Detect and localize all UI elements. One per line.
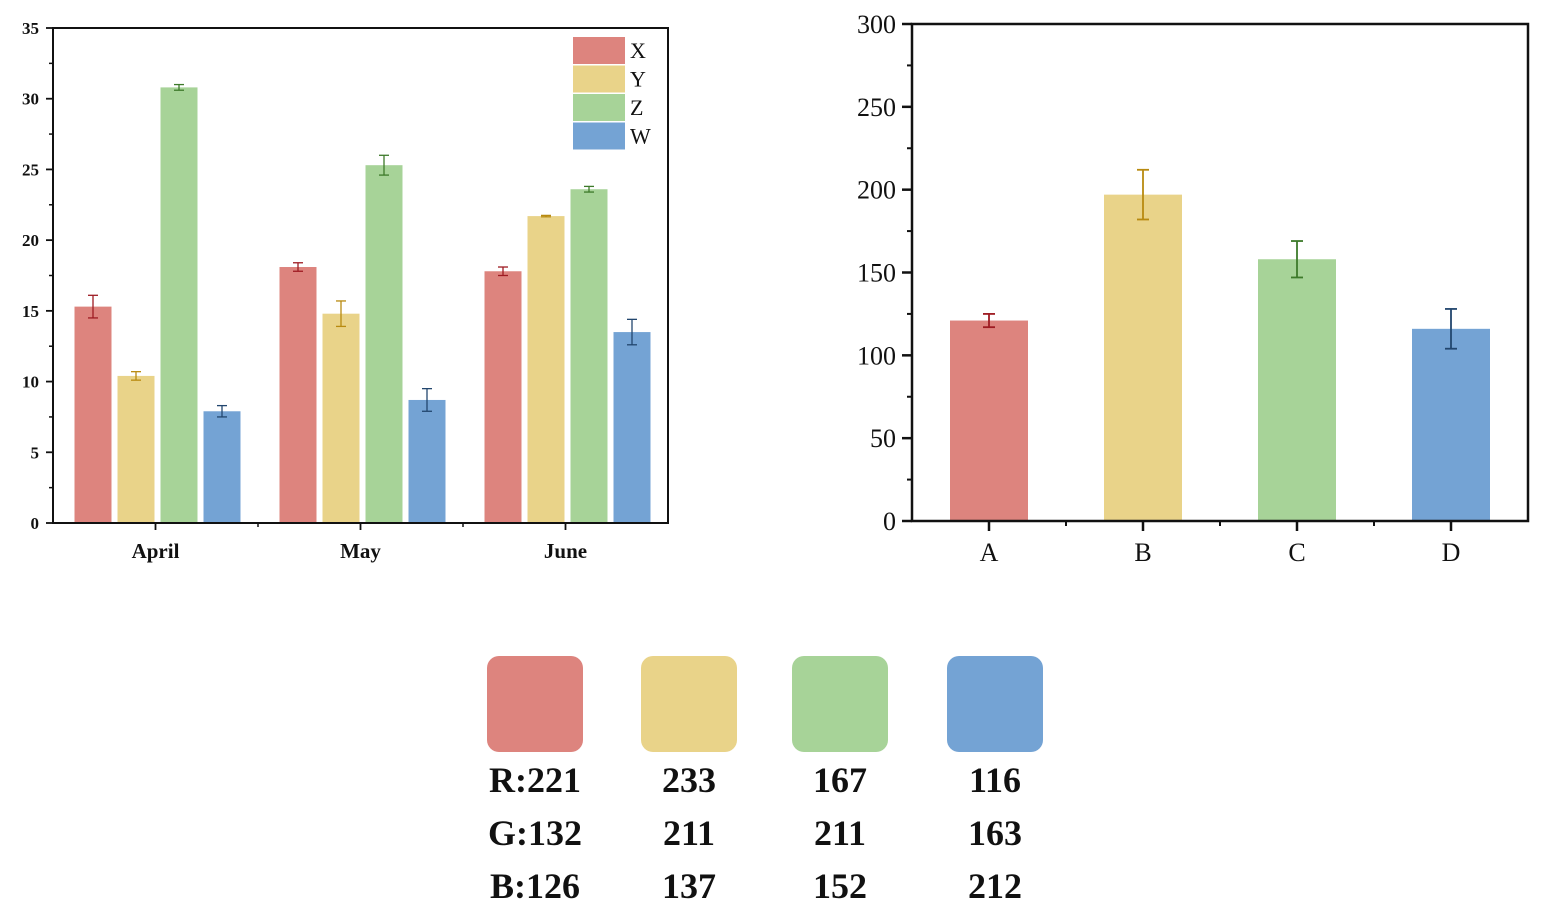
bar-c bbox=[1258, 259, 1336, 521]
x-tick-label: B bbox=[1134, 538, 1151, 567]
y-tick-label: 50 bbox=[870, 424, 896, 453]
bar-x bbox=[74, 306, 112, 523]
x-tick-label: June bbox=[544, 539, 587, 563]
y-tick-label: 0 bbox=[883, 507, 896, 536]
bar-y bbox=[322, 313, 360, 523]
palette-red-value: 233 bbox=[662, 760, 716, 800]
x-tick-label: April bbox=[132, 539, 180, 563]
y-tick-label: 250 bbox=[857, 93, 896, 122]
y-tick-label: 20 bbox=[22, 231, 39, 250]
bar-z bbox=[160, 87, 198, 524]
legend-label: Z bbox=[630, 95, 643, 120]
y-tick-label: 35 bbox=[22, 19, 39, 38]
palette-green-value: 211 bbox=[813, 813, 866, 853]
palette-blue-value: B:126 bbox=[490, 866, 580, 906]
palette-blue-value: 152 bbox=[813, 866, 867, 906]
single-bar-chart: 0 50 100 150 200 250 300 A B C D bbox=[857, 10, 1530, 567]
legend-swatch-x bbox=[573, 37, 625, 64]
bar-w bbox=[203, 411, 241, 523]
y-tick-label: 10 bbox=[22, 373, 39, 392]
palette-red-value: 167 bbox=[813, 760, 867, 800]
legend-swatch-w bbox=[573, 122, 625, 150]
y-tick-label: 25 bbox=[22, 160, 39, 179]
y-tick-label: 300 bbox=[857, 10, 896, 39]
bar-y bbox=[117, 375, 155, 523]
bar-z bbox=[570, 189, 608, 523]
palette-swatch bbox=[947, 656, 1043, 752]
y-tick-label: 30 bbox=[22, 90, 39, 109]
palette-blue-value: 137 bbox=[662, 866, 716, 906]
palette-red-value: 116 bbox=[968, 760, 1021, 800]
palette-swatch bbox=[792, 656, 888, 752]
palette-swatch bbox=[641, 656, 737, 752]
y-tick-label: 100 bbox=[857, 341, 896, 370]
palette-swatch bbox=[487, 656, 583, 752]
bar-a bbox=[950, 320, 1028, 521]
bar-w bbox=[613, 332, 651, 523]
palette-blue-value: 212 bbox=[968, 866, 1022, 906]
legend-swatch-y bbox=[573, 65, 625, 93]
bar-w bbox=[408, 399, 446, 523]
palette-column: 167 211 152 bbox=[780, 656, 900, 913]
x-tick-label: D bbox=[1442, 538, 1461, 567]
bar-y bbox=[527, 216, 565, 523]
palette-column: 116 163 212 bbox=[935, 656, 1055, 913]
legend-label: W bbox=[630, 124, 651, 149]
palette-green-value: 211 bbox=[662, 813, 715, 853]
y-tick-label: 5 bbox=[31, 443, 40, 462]
palette-green-value: 163 bbox=[968, 813, 1022, 853]
palette-red-value: R:221 bbox=[489, 760, 581, 800]
bar-x bbox=[484, 271, 522, 523]
x-tick-label: A bbox=[980, 538, 999, 567]
bar-d bbox=[1412, 328, 1490, 521]
legend-swatch-z bbox=[573, 94, 625, 121]
y-tick-label: 200 bbox=[857, 176, 896, 205]
bar-z bbox=[365, 165, 403, 523]
y-tick-label: 15 bbox=[22, 302, 39, 321]
legend-label: Y bbox=[630, 67, 646, 92]
bar-x bbox=[279, 267, 317, 523]
y-tick-label: 150 bbox=[857, 259, 896, 288]
x-tick-label: May bbox=[340, 539, 381, 563]
y-tick-label: 0 bbox=[31, 514, 40, 533]
bar-b bbox=[1104, 194, 1182, 522]
palette-column: R:221 G:132 B:126 bbox=[475, 656, 595, 913]
palette-green-value: G:132 bbox=[488, 813, 582, 853]
x-tick-label: C bbox=[1288, 538, 1305, 567]
palette-column: 233 211 137 bbox=[629, 656, 749, 913]
legend-label: X bbox=[630, 38, 646, 63]
